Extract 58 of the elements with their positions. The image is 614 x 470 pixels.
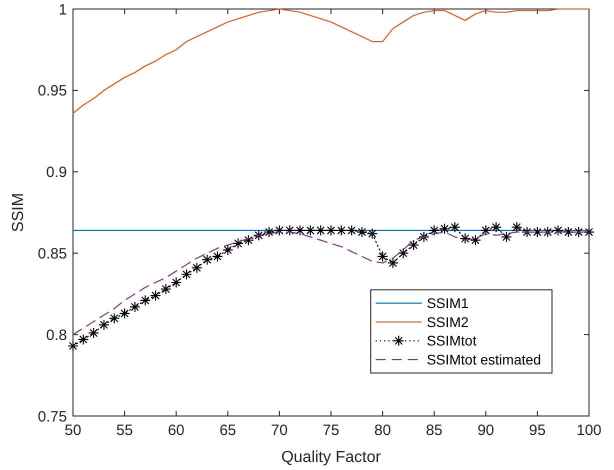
point (511, 222, 522, 233)
x-tick-label: 50 (64, 422, 82, 439)
x-tick-label: 80 (374, 422, 391, 439)
point (222, 244, 234, 256)
point (78, 334, 89, 346)
y-tick-label: 0.75 (38, 408, 67, 426)
point (294, 224, 306, 236)
x-tick-label: 85 (426, 422, 443, 439)
point (170, 276, 182, 288)
y-tick-label: 0.9 (46, 164, 67, 182)
line-series (72, 231, 590, 336)
point (180, 268, 192, 280)
point (366, 228, 378, 240)
point (460, 233, 471, 244)
point (573, 226, 584, 238)
point (325, 224, 337, 236)
point (98, 319, 110, 330)
point (191, 262, 202, 274)
point (562, 226, 574, 238)
x-tick-label: 90 (477, 422, 494, 439)
point (67, 340, 79, 352)
y-axis-title: SSIM (10, 192, 27, 232)
point (315, 224, 326, 236)
x-tick-label: 55 (116, 422, 133, 439)
legend-label: SSIM1 (426, 295, 469, 312)
point (356, 226, 368, 238)
x-tick-label: 65 (219, 422, 236, 439)
x-tick-label: 75 (322, 422, 340, 439)
point (336, 224, 347, 236)
legend-label: SSIM2 (426, 314, 469, 330)
point (418, 231, 430, 242)
point (470, 234, 482, 246)
point (160, 283, 172, 295)
legend-label: SSIMtot (426, 332, 477, 349)
legend-label: SSIMtot estimated (426, 352, 542, 368)
point (88, 327, 100, 339)
point (500, 231, 512, 242)
x-tick-label: 60 (168, 422, 185, 439)
x-tick-label: 70 (271, 422, 288, 439)
line-series (72, 8, 590, 114)
y-tick-label: 0.95 (38, 82, 67, 100)
y-tick-label: 1 (58, 1, 67, 18)
point (377, 250, 388, 262)
point (532, 226, 543, 238)
x-axis-title: Quality Factor (281, 449, 382, 466)
x-tick-label: 95 (529, 422, 546, 439)
point (583, 226, 595, 238)
point (408, 240, 420, 251)
point (398, 248, 409, 259)
point (522, 226, 533, 238)
y-tick-label: 0.85 (38, 245, 67, 262)
point (129, 301, 140, 312)
x-tick-label: 100 (576, 422, 602, 439)
point (387, 257, 398, 269)
point (284, 224, 296, 236)
y-tick-label: 0.8 (46, 326, 67, 344)
point (304, 224, 316, 236)
point (346, 224, 358, 236)
